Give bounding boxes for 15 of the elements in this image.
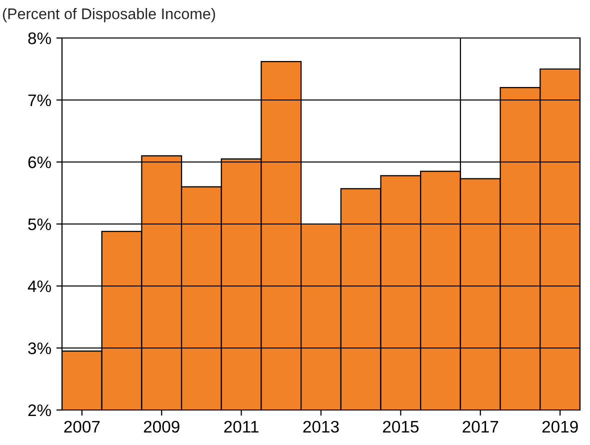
- x-tick-label: 2007: [64, 420, 100, 433]
- y-tick-label: 2%: [28, 404, 51, 416]
- y-tick-label: 3%: [28, 342, 51, 354]
- y-axis-title: (Percent of Disposable Income): [2, 8, 216, 22]
- x-tick-label: 2019: [542, 420, 578, 433]
- x-tick-label: 2011: [224, 420, 258, 433]
- x-tick-label: 2013: [303, 420, 339, 433]
- y-tick-label: 4%: [28, 280, 51, 292]
- x-tick-label: 2017: [462, 420, 498, 433]
- x-tick-label: 2015: [382, 420, 419, 433]
- y-tick-label: 5%: [28, 218, 51, 230]
- y-tick-label: 8%: [28, 32, 51, 44]
- y-tick-label: 6%: [28, 156, 51, 168]
- x-tick-label: 2009: [144, 420, 180, 433]
- y-tick-label: 7%: [28, 94, 51, 106]
